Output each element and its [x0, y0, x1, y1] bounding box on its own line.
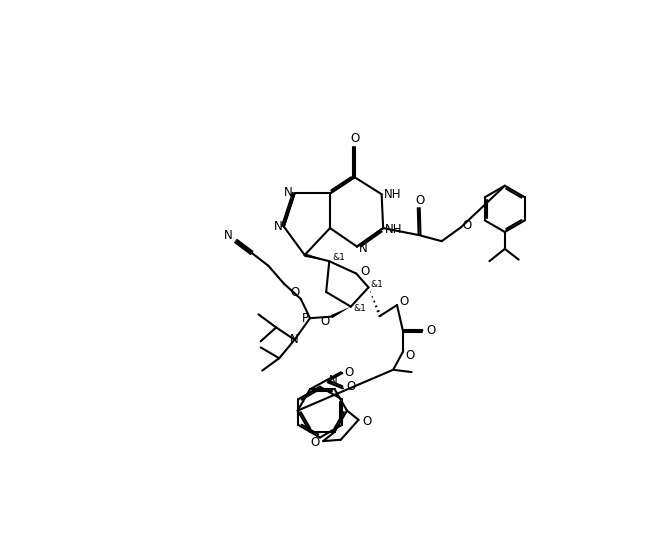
Text: O: O [310, 436, 319, 449]
Text: NH: NH [384, 189, 401, 201]
Text: O: O [345, 366, 354, 379]
Text: P: P [301, 312, 309, 325]
Text: O: O [350, 132, 359, 145]
Text: O: O [346, 380, 355, 392]
Text: O: O [320, 315, 329, 328]
Text: O: O [415, 194, 425, 207]
Text: O: O [462, 218, 472, 232]
Text: O: O [405, 349, 415, 363]
Text: N: N [359, 241, 367, 255]
Text: N: N [283, 186, 293, 199]
Text: O: O [290, 286, 299, 299]
Polygon shape [304, 253, 329, 261]
Polygon shape [331, 307, 351, 318]
Text: N: N [224, 229, 232, 241]
Text: N: N [290, 333, 299, 346]
Text: O: O [399, 295, 409, 308]
Text: &1: &1 [333, 253, 345, 262]
Text: O: O [360, 265, 369, 278]
Text: &1: &1 [371, 280, 383, 289]
Text: &1: &1 [353, 304, 366, 313]
Text: NH: NH [385, 223, 402, 236]
Text: N: N [273, 220, 283, 233]
Text: O: O [426, 324, 436, 337]
Text: O: O [362, 415, 371, 428]
Text: N: N [329, 373, 337, 387]
